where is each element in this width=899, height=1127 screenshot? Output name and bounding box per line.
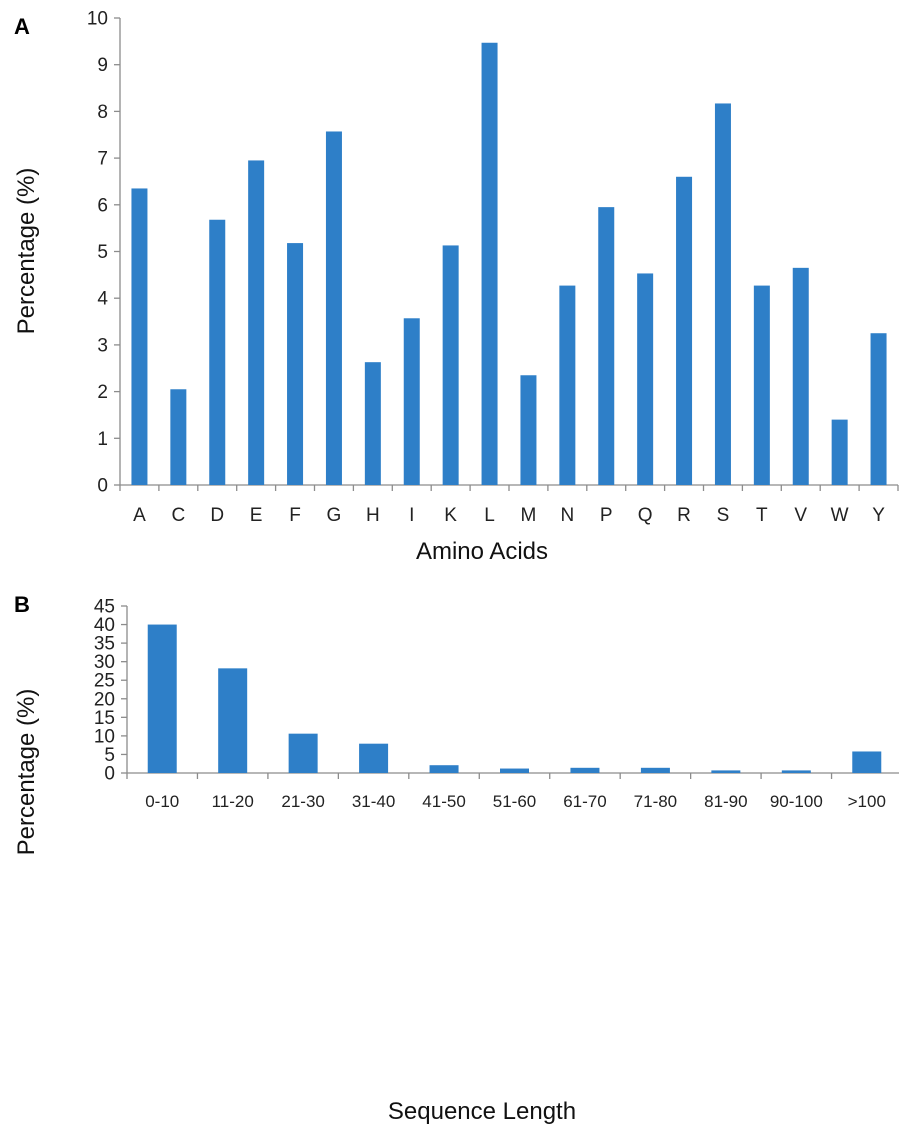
y-tick-label: 40 <box>94 615 115 636</box>
panel-a-chart: A Percentage (%) Amino Acids 0 1 2 3 4 5 6 7 8 9 1… <box>13 9 899 565</box>
bar-100 <box>852 751 882 773</box>
y-tick-label: 20 <box>94 689 115 710</box>
x-tick-label: 0-10 <box>145 792 179 811</box>
x-tick-label: T <box>756 505 768 526</box>
bar-K <box>442 245 459 485</box>
bar-Y <box>870 333 887 485</box>
y-tick-label: 25 <box>94 671 115 692</box>
x-tick-label: N <box>560 505 574 526</box>
x-tick-label: G <box>327 505 342 526</box>
bar-A <box>131 188 148 485</box>
bar-I <box>403 318 420 485</box>
x-tick-label: 71-80 <box>634 792 677 811</box>
bar-N <box>559 285 576 485</box>
panel-b-x-axis-title: Sequence Length <box>388 1098 576 1125</box>
bar-G <box>325 131 342 485</box>
bar-P <box>598 207 615 485</box>
x-tick-label: M <box>521 505 537 526</box>
bar-51-60 <box>500 768 529 773</box>
bar-31-40 <box>359 743 389 773</box>
panel-a-label: A <box>14 14 30 39</box>
bar-11-20 <box>218 668 248 773</box>
panel-a-x-axis-title: Amino Acids <box>416 538 548 565</box>
y-tick-label: 30 <box>94 652 115 673</box>
y-tick-label: 8 <box>97 102 108 123</box>
bar-90-100 <box>781 770 811 773</box>
x-tick-label: F <box>289 505 301 526</box>
panel-b-label: B <box>14 592 30 617</box>
bar-Q <box>637 273 654 485</box>
y-tick-label: 5 <box>104 745 115 766</box>
bar-41-50 <box>429 765 459 773</box>
y-tick-label: 5 <box>97 242 108 263</box>
x-tick-label: 31-40 <box>352 792 395 811</box>
y-tick-label: 35 <box>94 634 115 655</box>
x-tick-label: 90-100 <box>770 792 823 811</box>
bar-C <box>170 389 187 485</box>
x-tick-label: E <box>250 505 263 526</box>
bar-W <box>831 419 848 485</box>
bar-D <box>209 219 226 485</box>
y-tick-label: 10 <box>87 9 108 30</box>
y-tick-label: 0 <box>97 476 108 497</box>
bar-F <box>287 243 304 485</box>
x-tick-label: Q <box>638 505 653 526</box>
bar-S <box>714 103 731 485</box>
bar-21-30 <box>288 733 318 773</box>
y-tick-label: 0 <box>104 764 115 785</box>
x-tick-label: Y <box>872 505 885 526</box>
x-tick-label: P <box>600 505 613 526</box>
bar-E <box>248 160 265 485</box>
x-tick-label: >100 <box>848 792 886 811</box>
bar-T <box>753 285 770 485</box>
bar-0-10 <box>147 624 177 773</box>
panel-b-chart: B Percentage (%) Sequence Length 0510152… <box>13 592 899 1125</box>
x-tick-label: D <box>210 505 224 526</box>
x-tick-label: V <box>794 505 807 526</box>
x-tick-label: L <box>484 505 495 526</box>
x-tick-label: K <box>444 505 457 526</box>
bar-M <box>520 375 537 485</box>
y-tick-label: 2 <box>97 382 108 403</box>
x-tick-label: 51-60 <box>493 792 536 811</box>
y-tick-label: 15 <box>94 708 115 729</box>
x-tick-label: C <box>171 505 185 526</box>
x-tick-label: 81-90 <box>704 792 747 811</box>
y-tick-label: 3 <box>97 335 108 356</box>
y-tick-label: 9 <box>97 55 108 76</box>
bar-R <box>676 176 693 485</box>
y-tick-label: 1 <box>97 429 108 450</box>
bar-V <box>792 267 809 485</box>
x-tick-label: 61-70 <box>563 792 606 811</box>
x-tick-label: R <box>677 505 691 526</box>
bar-61-70 <box>570 767 600 773</box>
bar-71-80 <box>640 767 670 773</box>
panel-b-y-axis-title: Percentage (%) <box>13 689 40 856</box>
y-tick-label: 4 <box>97 289 108 310</box>
y-tick-label: 10 <box>94 726 115 747</box>
x-tick-label: 21-30 <box>281 792 324 811</box>
x-tick-label: A <box>133 505 146 526</box>
y-tick-label: 6 <box>97 195 108 216</box>
x-tick-label: I <box>409 505 414 526</box>
x-tick-label: S <box>717 505 730 526</box>
bar-81-90 <box>711 770 741 773</box>
bar-L <box>481 42 498 485</box>
panel-a-y-axis-title: Percentage (%) <box>13 168 40 335</box>
bar-H <box>364 362 381 485</box>
x-tick-label: W <box>831 505 849 526</box>
y-tick-label: 7 <box>97 149 108 170</box>
y-tick-label: 45 <box>94 597 115 618</box>
x-tick-label: H <box>366 505 380 526</box>
x-tick-label: 41-50 <box>422 792 465 811</box>
x-tick-label: 11-20 <box>212 792 254 811</box>
